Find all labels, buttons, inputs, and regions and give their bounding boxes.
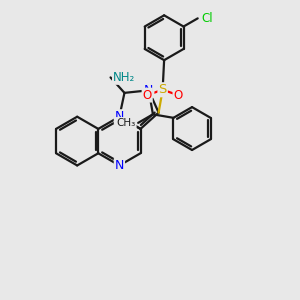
Text: S: S (158, 83, 167, 96)
Text: N: N (144, 84, 153, 97)
Text: N: N (115, 159, 124, 172)
Text: NH₂: NH₂ (113, 71, 135, 84)
Text: CH₃: CH₃ (116, 118, 136, 128)
Text: O: O (142, 88, 152, 102)
Text: Cl: Cl (201, 12, 213, 25)
Text: N: N (115, 110, 124, 123)
Text: O: O (173, 88, 183, 102)
